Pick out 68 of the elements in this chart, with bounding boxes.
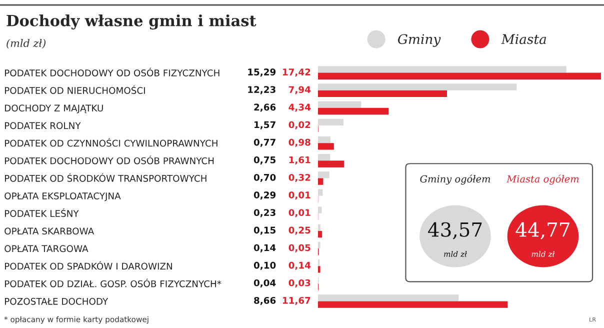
data-label: 0,14 [254,244,276,252]
bar [318,136,331,144]
data-label: 1,57 [254,121,276,130]
y-tick-label: PODATEK LEŚNY [5,208,79,217]
y-tick-label: DOCHODY Z MAJĄTKU [5,104,103,114]
data-label: 0,14 [288,262,311,270]
data-label: 0,25 [288,226,310,235]
bar [318,66,566,73]
data-label: 0,04 [254,279,276,288]
data-label: 11,67 [282,296,310,306]
data-label: 0,98 [288,138,310,147]
y-tick-label: OPŁATA TARGOWA [4,245,88,252]
data-label: 12,23 [248,86,276,94]
data-label: 0,10 [254,262,276,270]
annotation: 44,77 [516,222,570,240]
bar [318,101,362,108]
legend-label: Gminy [398,34,441,47]
bar [318,189,323,196]
y-tick-label: POZOSTAŁE DOCHODY [5,298,108,305]
data-label: 2,66 [254,104,276,112]
y-tick-label: OPŁATA EKSPLOATACYJNA [4,192,121,202]
data-label: 7,94 [288,86,311,94]
data-label: 15,29 [248,68,276,77]
bar [318,160,344,168]
legend-label: Miasta [501,34,546,44]
data-label: 0,32 [288,174,310,182]
bar [318,230,322,238]
data-label: 0,05 [288,244,310,252]
data-label: 0,03 [288,279,310,288]
bar [318,172,330,178]
bar [318,301,508,308]
y-tick-label: PODATEK OD CZYNNOŚCI CYWILNOPRAWNYCH [5,138,218,147]
y-tick-label: PODATEK DOCHODOWY OD OSÓB FIZYCZNYCH [5,68,220,76]
data-label: 0,75 [254,156,276,164]
bar [318,108,389,115]
annotation: Gminy ogółem [420,174,490,185]
y-tick-label: PODATEK OD DZIAŁ. GOSP. OSÓB FIZYCZNYCH* [5,278,222,288]
annotation: Miasta ogółem [506,174,579,185]
data-label: 0,01 [288,209,310,218]
data-label: 17,42 [282,68,310,77]
y-tick-label: PODATEK OD SPADKÓW I DAROWIZN [5,261,172,270]
data-label: 1,61 [289,156,310,164]
text: (mld zł) [6,38,46,48]
bar [318,143,334,150]
bar [318,90,447,98]
bar [318,72,601,80]
data-label: 0,23 [254,209,276,218]
y-tick-label: PODATEK DOCHODOWY OD OSÓB PRAWNYCH [5,156,214,164]
bar [318,118,344,126]
bar [318,206,322,214]
y-tick-label: OPŁATA SKARBOWA [4,228,94,235]
data-label: 8,66 [254,296,276,306]
data-label: 4,34 [288,104,311,112]
data-label: 0,70 [254,174,276,182]
annotation: 43,57 [428,222,482,240]
data-label: 0,29 [254,192,276,200]
bar [318,154,330,161]
y-tick-label: PODATEK ROLNY [5,122,81,130]
data-label: 0,77 [254,138,276,147]
data-label: 0,01 [288,192,310,200]
data-label: 0,15 [254,226,276,235]
data-label: 0,02 [288,121,310,130]
y-tick-label: PODATEK OD ŚRODKÓW TRANSPORTOWYCH [5,173,206,182]
bar [318,84,517,90]
bar [318,178,324,185]
bar [318,294,459,302]
text: Dochody własne gmin i miast [6,14,256,30]
y-tick-label: PODATEK OD NIERUCHOMOŚCI [5,85,145,94]
